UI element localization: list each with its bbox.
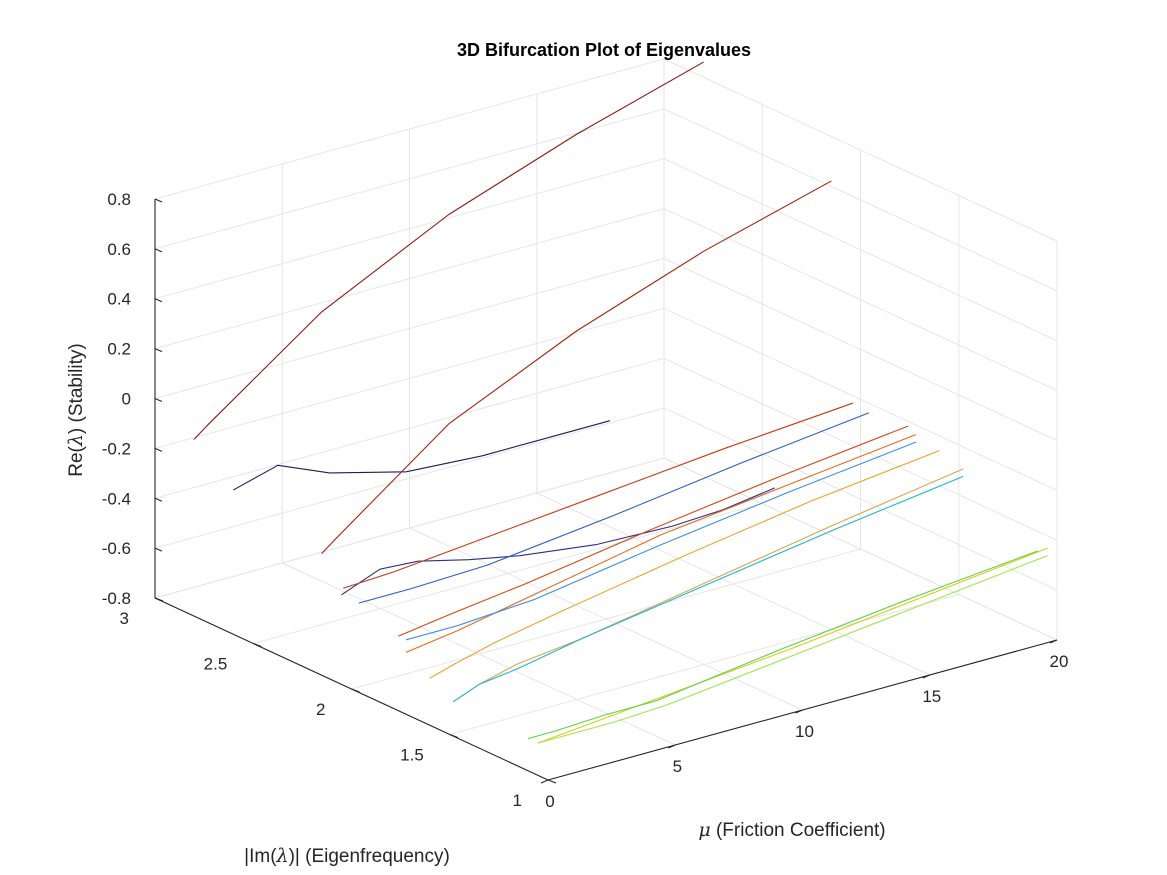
series-line-10 [429, 450, 940, 679]
grid-line-side-z [663, 158, 1058, 342]
series-line-8 [358, 412, 869, 604]
x-tick-label: 15 [922, 687, 941, 706]
grid-line-floor-y [154, 457, 665, 599]
y-tick-label: 2 [316, 700, 325, 719]
z-tick-mark [154, 248, 163, 253]
x-tick-mark [1049, 639, 1058, 644]
grid-line-side-z [663, 357, 1058, 541]
series-layer [193, 61, 1048, 744]
z-axis-label: Re(λ) (Stability) [65, 343, 87, 476]
z-tick-label: -0.4 [102, 489, 131, 508]
grid-line-floor-y [253, 503, 763, 644]
x-tick-mark [540, 779, 549, 784]
grid-layer [154, 58, 1058, 781]
grid-line-side-z [663, 407, 1058, 591]
z-tick-mark [154, 547, 163, 552]
grid-line-back-z [154, 58, 665, 200]
series-line-4 [321, 180, 832, 554]
x-axis-label: μ (Friction Coefficient) [698, 819, 885, 841]
series-line-7 [405, 434, 917, 653]
x-tick-mark [668, 744, 676, 749]
series-line-14 [527, 550, 1038, 740]
grid-line-back-z [154, 208, 665, 350]
grid-line-floor-y [351, 548, 861, 690]
z-tick-label: 0 [122, 390, 131, 409]
grid-line-back-z [154, 307, 665, 449]
z-tick-label: 0.4 [107, 290, 131, 309]
chart-title: 3D Bifurcation Plot of Eigenvalues [457, 40, 751, 60]
z-tick-label: -0.2 [102, 439, 131, 458]
z-tick-label: 0.8 [107, 190, 131, 209]
y-tick-label: 3 [120, 609, 129, 628]
series-line-6 [398, 425, 909, 637]
z-tick-mark [154, 397, 163, 403]
z-tick-mark [154, 348, 163, 353]
z-tick-mark [154, 447, 163, 452]
y-tick-label: 1 [513, 791, 522, 810]
series-line-5 [343, 402, 854, 589]
series-line-13 [537, 547, 1048, 744]
x-tick-label: 5 [673, 757, 682, 776]
series-line-2 [341, 487, 775, 596]
y-tick-mark [351, 688, 360, 693]
grid-line-side-z [663, 307, 1058, 491]
grid-line-floor-y [449, 594, 959, 735]
y-tick-label: 2.5 [204, 655, 228, 674]
grid-line-back-z [154, 258, 665, 399]
x-tick-label: 20 [1050, 652, 1069, 671]
series-line-1 [233, 420, 611, 491]
grid-line-side-z [663, 108, 1058, 292]
y-tick-mark [547, 779, 557, 784]
y-axis-label: |Im(λ)| (Eigenfrequency) [244, 845, 450, 867]
z-tick-mark [154, 597, 163, 602]
series-line-9 [405, 441, 917, 641]
z-tick-label: 0.6 [107, 240, 131, 259]
z-tick-label: 0.2 [107, 340, 131, 359]
y-tick-label: 1.5 [400, 746, 424, 765]
grid-line-back-z [154, 158, 665, 300]
ticks-layer: 0 5 10 15 20 1 1.5 2 2.5 3-0.8 -0.6 -0.4 -0.2 0 0.2 0.4… [102, 190, 1069, 811]
z-tick-mark [154, 298, 163, 303]
z-tick-label: -0.8 [102, 589, 131, 608]
series-line-3 [193, 61, 704, 440]
y-tick-mark [253, 642, 262, 648]
grid-line-side-z [663, 58, 1058, 242]
grid-line-back-z [154, 357, 665, 499]
z-tick-label: -0.6 [102, 539, 131, 558]
x-tick-mark [922, 674, 931, 679]
series-line-15 [537, 555, 1048, 744]
series-line-12 [453, 476, 964, 702]
grid-line-side-z [663, 258, 1058, 441]
z-tick-mark [154, 198, 163, 203]
x-tick-mark [795, 709, 803, 714]
x-tick-label: 0 [545, 792, 554, 811]
x-tick-label: 10 [795, 722, 814, 741]
grid-line-back-z [154, 407, 665, 549]
grid-line-side-z [663, 208, 1058, 392]
y-tick-mark [449, 733, 458, 739]
z-tick-mark [154, 497, 163, 502]
